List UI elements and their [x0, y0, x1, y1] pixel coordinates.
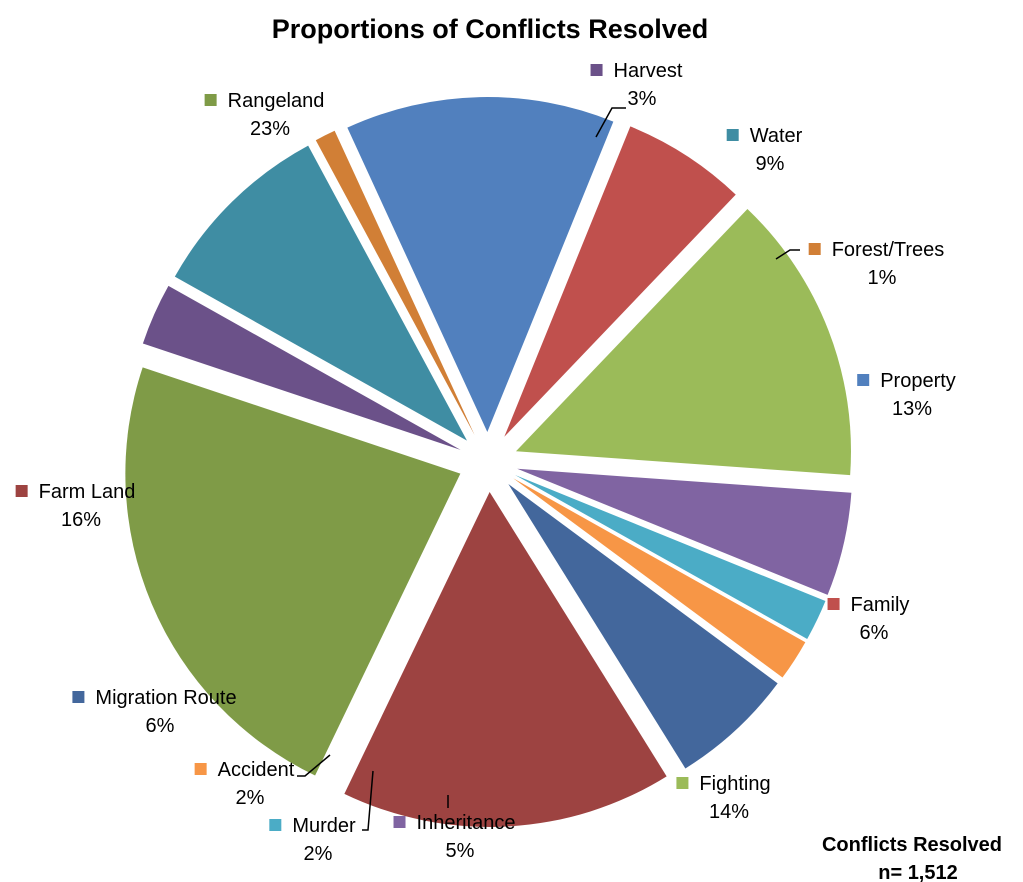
label-category: Water [750, 125, 803, 147]
slice-forest-trees [315, 130, 475, 436]
label-percent: 5% [446, 840, 475, 862]
data-label: Forest/Trees 1% [808, 239, 945, 289]
data-label: Migration Route 6% [72, 687, 237, 737]
data-label: Farm Land 16% [15, 481, 136, 531]
chart-title: Proportions of Conflicts Resolved [272, 14, 709, 44]
label-percent: 6% [146, 715, 175, 737]
slice-inheritance [517, 468, 852, 595]
label-category: Murder [292, 815, 356, 837]
slice-family [504, 126, 736, 437]
legend-key-square [726, 129, 739, 141]
total-note-count: n= 1,512 [878, 862, 958, 882]
legend-key-square [15, 485, 28, 497]
label-percent: 2% [304, 843, 333, 865]
label-percent: 13% [892, 398, 932, 420]
leader-line [362, 770, 374, 831]
label-category: Inheritance [417, 812, 516, 834]
legend-key-square [808, 243, 821, 255]
data-label: Water 9% [726, 125, 803, 175]
label-percent: 23% [250, 118, 290, 140]
leader-line [297, 754, 331, 777]
label-percent: 16% [61, 509, 101, 531]
pie-slices [125, 97, 852, 827]
label-category: Accident [218, 759, 295, 781]
data-label: Harvest 3% [590, 60, 683, 110]
data-label: Murder 2% [269, 815, 356, 865]
data-label: Family 6% [827, 594, 910, 644]
legend-key-square [269, 819, 282, 831]
label-category: Family [851, 594, 910, 616]
label-category: Migration Route [95, 687, 236, 709]
legend-key-square [72, 691, 85, 703]
leader-line [595, 107, 626, 138]
slice-fighting [515, 209, 851, 476]
legend-key-square [857, 374, 870, 386]
legend-key-square [204, 94, 217, 106]
label-category: Farm Land [39, 481, 136, 503]
legend-key-square [590, 64, 603, 76]
data-label: Inheritance 5% [393, 812, 516, 862]
slice-water [174, 145, 467, 441]
legend-key-square [393, 816, 406, 828]
slice-farm-land [344, 491, 667, 827]
data-labels: Harvest 3% Water 9% Forest/Trees 1% Property 13… [15, 60, 956, 865]
label-percent: 14% [709, 801, 749, 823]
legend-key-square [827, 598, 840, 610]
slice-rangeland [125, 367, 461, 776]
slice-property [347, 97, 614, 433]
data-label: Property 13% [857, 370, 956, 420]
leader-line [775, 249, 800, 260]
label-category: Rangeland [228, 90, 325, 112]
label-category: Fighting [699, 773, 770, 795]
label-category: Forest/Trees [832, 239, 945, 261]
slice-migration-route [508, 484, 778, 769]
slice-harvest [142, 285, 461, 450]
label-percent: 3% [628, 88, 657, 110]
slice-murder [515, 475, 826, 639]
label-category: Harvest [614, 60, 683, 82]
data-label: Rangeland 23% [204, 90, 325, 140]
slice-accident [513, 478, 806, 678]
data-label: Fighting 14% [676, 773, 771, 823]
label-percent: 1% [868, 267, 897, 289]
data-label: Accident 2% [194, 759, 295, 809]
label-category: Property [880, 370, 956, 392]
leader-lines [297, 107, 800, 831]
label-percent: 2% [236, 787, 265, 809]
label-percent: 6% [860, 622, 889, 644]
legend-key-square [194, 763, 207, 775]
label-percent: 9% [756, 153, 785, 175]
legend-key-square [676, 777, 689, 789]
total-note-title: Conflicts Resolved [822, 834, 1002, 856]
